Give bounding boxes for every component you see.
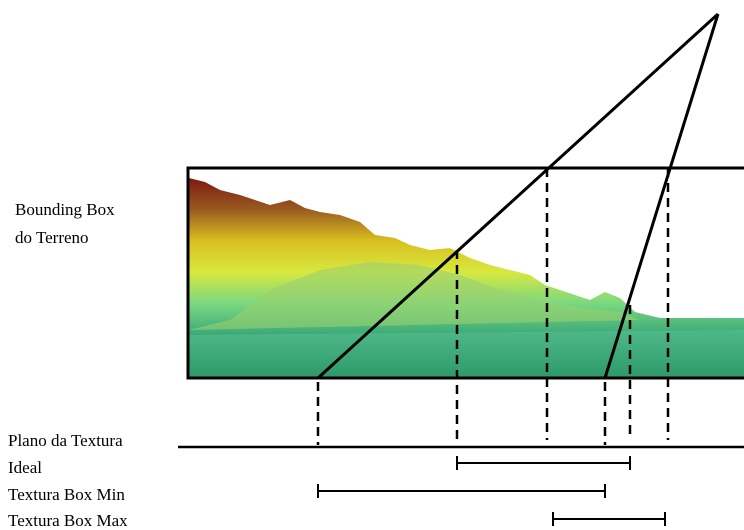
label: Bounding Box — [15, 200, 115, 219]
label: do Terreno — [15, 228, 89, 247]
label: Plano da Textura — [8, 431, 123, 450]
label: Textura Box Max — [8, 511, 128, 530]
label: Ideal — [8, 458, 42, 477]
diagram: Bounding Box do Terreno Plano da Textura… — [0, 0, 744, 530]
terrain — [189, 178, 744, 377]
label: Textura Box Min — [8, 485, 125, 504]
ranges — [318, 456, 665, 526]
